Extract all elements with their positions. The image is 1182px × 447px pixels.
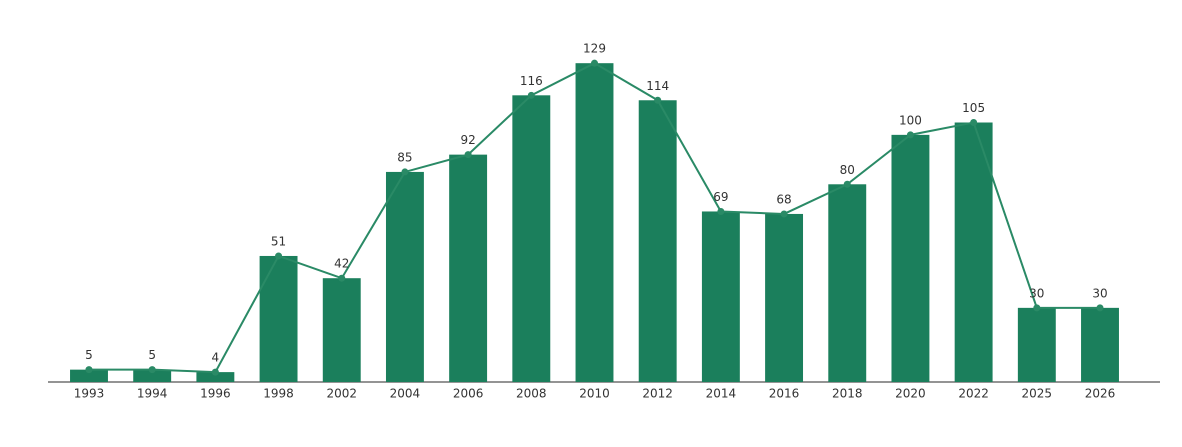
bar [701, 211, 740, 382]
value-label: 5 [85, 348, 93, 362]
x-tick-label: 2010 [579, 387, 610, 401]
line-point [1096, 304, 1104, 312]
bar [196, 372, 235, 382]
x-tick-label: 1994 [137, 387, 168, 401]
bar [259, 255, 298, 382]
line-point [338, 274, 346, 282]
line-point [401, 168, 409, 176]
value-label: 85 [397, 150, 412, 164]
x-tick-label: 2016 [769, 387, 800, 401]
line-point [906, 131, 914, 139]
bar [322, 278, 361, 382]
line-point [527, 91, 535, 99]
line-point [717, 207, 725, 215]
bar [575, 63, 614, 382]
value-label: 5 [148, 348, 156, 362]
x-tick-label: 2012 [642, 387, 673, 401]
x-tick-label: 1993 [74, 387, 105, 401]
value-label: 92 [460, 133, 475, 147]
value-label: 100 [899, 113, 922, 127]
value-label: 114 [646, 79, 669, 93]
line-point [591, 59, 598, 67]
bar [385, 171, 424, 382]
x-tick-label: 1996 [200, 387, 231, 401]
x-tick-label: 2002 [326, 387, 357, 401]
line-point [275, 252, 283, 260]
value-label: 116 [520, 74, 543, 88]
x-tick-label: 2018 [832, 387, 863, 401]
line-point [148, 366, 156, 374]
value-label: 30 [1092, 286, 1107, 300]
bar [954, 122, 993, 382]
bar [828, 184, 867, 382]
value-label: 129 [583, 42, 606, 56]
line-point [211, 368, 219, 376]
bar [891, 134, 930, 382]
line-point [843, 180, 851, 188]
x-tick-label: 2026 [1085, 387, 1116, 401]
value-label: 4 [212, 351, 220, 365]
bar [765, 213, 804, 382]
line-point [1033, 304, 1041, 312]
bar [1081, 307, 1119, 382]
bar [133, 369, 172, 382]
value-label: 69 [713, 190, 728, 204]
line-point [970, 119, 978, 126]
x-tick-label: 2008 [516, 387, 547, 401]
x-tick-label: 2006 [453, 387, 484, 401]
bar [638, 100, 677, 382]
value-label: 51 [271, 234, 286, 248]
line-point [85, 366, 93, 374]
value-label: 105 [962, 101, 985, 115]
value-label: 68 [776, 192, 791, 206]
bar [1017, 307, 1056, 382]
x-tick-label: 2025 [1022, 387, 1053, 401]
line-point [464, 151, 472, 159]
bar [70, 369, 108, 382]
bar [449, 154, 488, 382]
line-point [654, 96, 662, 104]
value-label: 30 [1029, 286, 1044, 300]
value-label: 80 [840, 163, 855, 177]
x-tick-label: 1998 [263, 387, 294, 401]
x-tick-label: 2014 [706, 387, 737, 401]
line-point [780, 210, 788, 218]
x-tick-label: 2020 [895, 387, 926, 401]
value-label: 42 [334, 257, 349, 271]
x-tick-label: 2022 [958, 387, 989, 401]
bar [512, 95, 551, 383]
x-tick-label: 2004 [390, 387, 421, 401]
